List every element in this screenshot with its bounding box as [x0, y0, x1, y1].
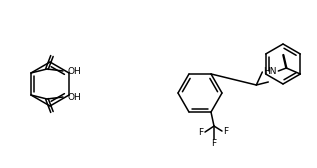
- Text: OH: OH: [68, 67, 82, 75]
- Text: HN: HN: [263, 67, 277, 75]
- Text: F: F: [198, 128, 204, 137]
- Text: OH: OH: [68, 93, 82, 101]
- Text: F: F: [223, 127, 229, 136]
- Text: F: F: [211, 139, 217, 148]
